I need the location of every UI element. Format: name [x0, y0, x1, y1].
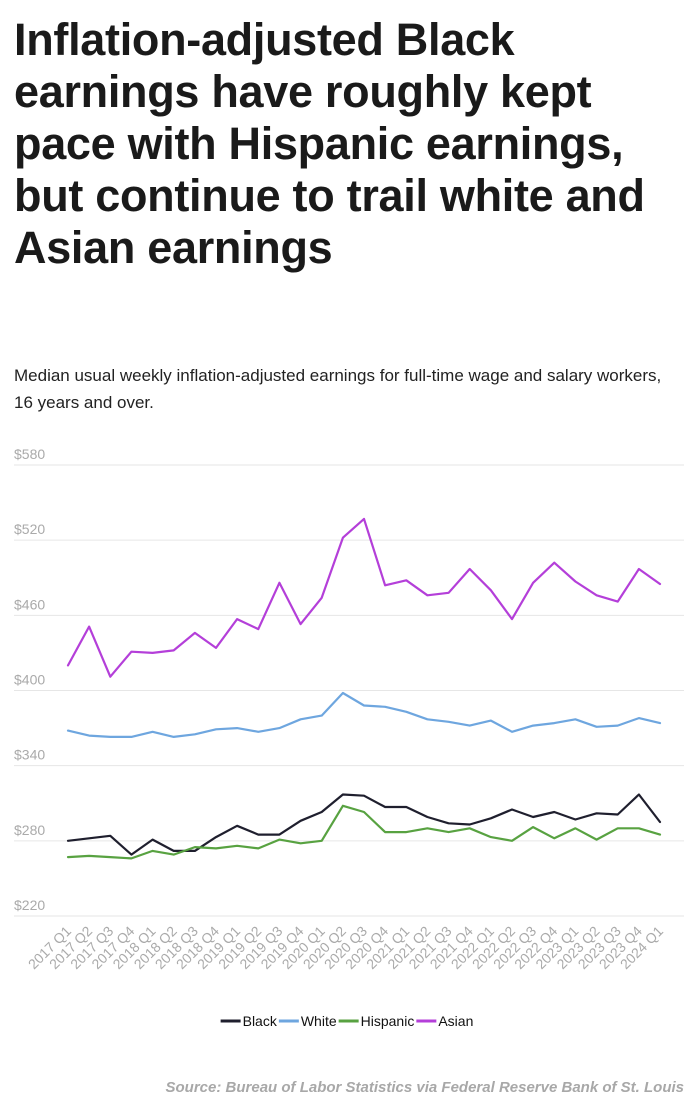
gridlines	[14, 464, 684, 917]
legend-label-white: White	[301, 1013, 337, 1029]
series-line-hispanic	[66, 804, 662, 860]
series-line-black	[66, 793, 662, 856]
y-tick-label: $580	[14, 446, 45, 462]
legend-label-black: Black	[243, 1013, 278, 1029]
y-tick-label: $340	[14, 747, 45, 763]
legend-label-hispanic: Hispanic	[361, 1013, 415, 1029]
chart-title: Inflation-adjusted Black earnings have r…	[14, 14, 645, 273]
y-tick-label: $280	[14, 822, 45, 838]
y-tick-label: $400	[14, 672, 45, 688]
series-lines	[66, 517, 662, 860]
y-axis-labels: $220 $280 $340 $400 $460 $520 $580	[14, 446, 45, 913]
legend: Black White Hispanic Asian	[220, 1013, 473, 1029]
line-chart: $220 $280 $340 $400 $460 $520 $580 2017 Q12017…	[14, 446, 684, 1029]
y-tick-label: $520	[14, 521, 45, 537]
source-note: Source: Bureau of Labor Statistics via F…	[165, 1079, 684, 1096]
y-tick-label: $220	[14, 897, 45, 913]
series-line-white	[66, 691, 662, 738]
y-tick-label: $460	[14, 596, 45, 612]
chart-subtitle: Median usual weekly inflation-adjusted e…	[14, 366, 662, 412]
series-line-asian	[66, 517, 662, 678]
legend-label-asian: Asian	[438, 1013, 473, 1029]
